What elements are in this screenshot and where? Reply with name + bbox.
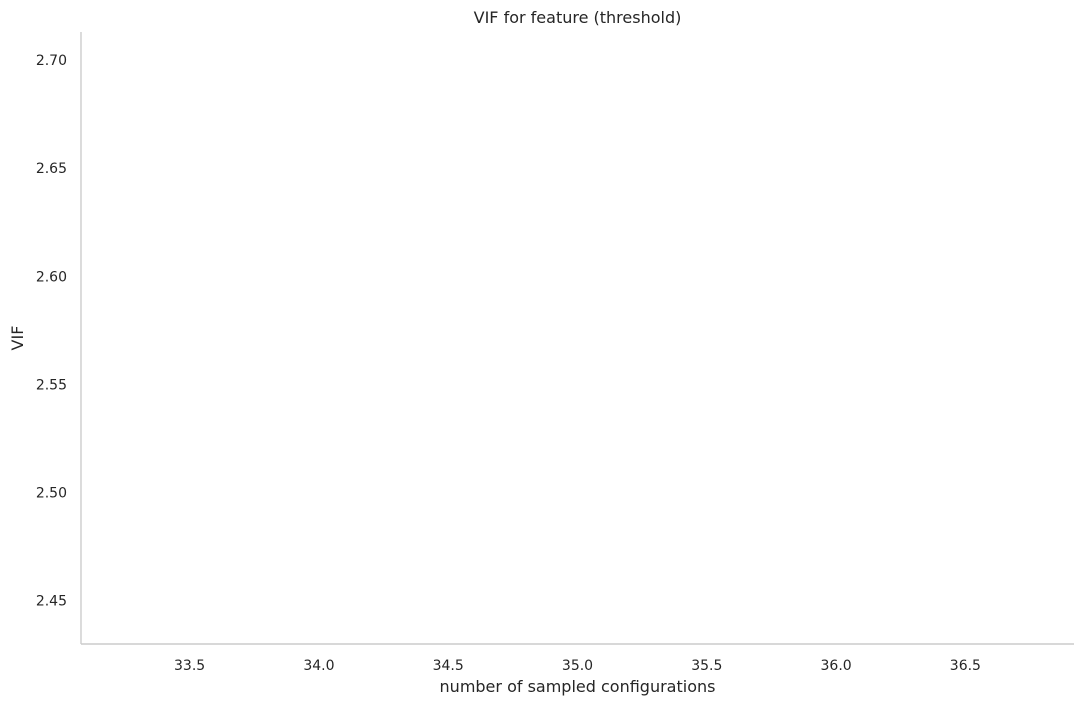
x-tick-label: 36.0 (821, 658, 852, 674)
y-tick-label: 2.45 (36, 594, 67, 610)
x-tick-label: 34.5 (433, 658, 464, 674)
x-tick-label: 35.0 (562, 658, 593, 674)
y-tick-label: 2.70 (36, 53, 67, 69)
x-tick-label: 36.5 (950, 658, 981, 674)
y-axis-label: VIF (8, 326, 27, 351)
x-tick-label: 33.5 (174, 658, 205, 674)
y-tick-label: 2.55 (36, 377, 67, 393)
x-axis-label: number of sampled configurations (440, 677, 716, 696)
y-tick-label: 2.50 (36, 486, 67, 502)
chart-title: VIF for feature (threshold) (474, 8, 682, 27)
x-tick-label: 34.0 (303, 658, 334, 674)
x-tick-label: 35.5 (691, 658, 722, 674)
y-tick-label: 2.65 (36, 161, 67, 177)
y-tick-labels: 2.45 2.50 2.55 2.60 2.65 2.70 (36, 53, 67, 610)
y-tick-label: 2.60 (36, 269, 67, 285)
x-tick-labels: 33.5 34.0 34.5 35.0 35.5 36.0 36.5 (174, 658, 981, 674)
